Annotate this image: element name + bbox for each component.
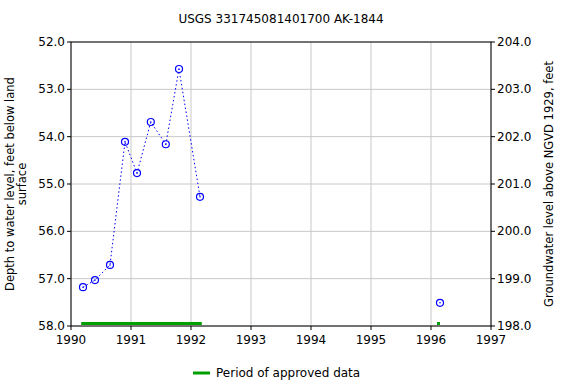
data-point xyxy=(176,65,183,72)
y2-tick xyxy=(491,184,495,185)
y-tick xyxy=(67,184,71,185)
x-tick-label: 1992 xyxy=(176,333,207,347)
y-tick xyxy=(67,89,71,90)
data-point xyxy=(80,284,87,291)
title: USGS 331745081401700 AK-1844 xyxy=(178,12,383,26)
legend-swatch xyxy=(193,372,210,375)
y2-tick xyxy=(491,326,495,327)
plot-area xyxy=(80,65,444,325)
grid-line xyxy=(71,278,491,279)
data-point xyxy=(437,299,444,306)
marker-dot xyxy=(178,68,180,70)
data-point xyxy=(197,193,204,200)
data-point xyxy=(122,138,129,145)
marker xyxy=(80,284,87,291)
y-tick xyxy=(67,278,71,279)
x-tick xyxy=(371,326,372,330)
x-tick xyxy=(251,326,252,330)
approved-period xyxy=(81,322,202,325)
marker-dot xyxy=(439,302,441,304)
plot-frame xyxy=(71,42,491,326)
grid-line xyxy=(71,231,491,232)
y-tick-label: 55.0 xyxy=(38,177,65,191)
y2-tick xyxy=(491,89,495,90)
marker xyxy=(107,261,114,268)
y-tick-label: 53.0 xyxy=(38,82,65,96)
y2-axis-label: Groundwater level above NGVD 1929, feet xyxy=(542,61,556,307)
y2-tick-label: 199.0 xyxy=(497,272,531,286)
x-tick-label: 1997 xyxy=(476,333,507,347)
y2-tick-label: 201.0 xyxy=(497,177,531,191)
y2-tick-label: 202.0 xyxy=(497,130,531,144)
data-point xyxy=(107,261,114,268)
marker xyxy=(197,193,204,200)
x-tick-label: 1994 xyxy=(296,333,327,347)
background xyxy=(0,0,576,384)
marker xyxy=(122,138,129,145)
x-tick xyxy=(191,326,192,330)
y-tick-label: 54.0 xyxy=(38,130,65,144)
data-point xyxy=(162,141,169,148)
y2-tick xyxy=(491,278,495,279)
x-tick xyxy=(311,326,312,330)
legend-label: Period of approved data xyxy=(216,366,360,380)
data-point xyxy=(147,118,154,125)
marker xyxy=(176,65,183,72)
data-point xyxy=(92,277,99,284)
marker-dot xyxy=(124,141,126,143)
marker-dot xyxy=(150,121,152,123)
marker-dot xyxy=(165,143,167,145)
y-tick-label: 58.0 xyxy=(38,319,65,333)
x-tick xyxy=(491,326,492,330)
y-tick xyxy=(67,326,71,327)
y2-tick-label: 204.0 xyxy=(497,35,531,49)
marker-dot xyxy=(109,264,111,266)
series-line xyxy=(83,69,200,287)
y2-tick-label: 200.0 xyxy=(497,224,531,238)
x-tick xyxy=(71,326,72,330)
y2-tick xyxy=(491,42,495,43)
x-tick-label: 1995 xyxy=(356,333,387,347)
marker-dot xyxy=(199,196,201,198)
x-tick xyxy=(431,326,432,330)
y-tick-label: 56.0 xyxy=(38,224,65,238)
y-tick-label: 57.0 xyxy=(38,272,65,286)
y2-tick-label: 203.0 xyxy=(497,82,531,96)
grid-line xyxy=(71,184,491,185)
marker xyxy=(134,170,141,177)
y-tick xyxy=(67,231,71,232)
x-tick-label: 1993 xyxy=(236,333,267,347)
x-tick-label: 1991 xyxy=(116,333,147,347)
marker-dot xyxy=(94,279,96,281)
x-tick xyxy=(131,326,132,330)
y2-tick xyxy=(491,231,495,232)
marker xyxy=(162,141,169,148)
y2-tick xyxy=(491,136,495,137)
x-tick-label: 1990 xyxy=(56,333,87,347)
y-axis-label: surface xyxy=(15,163,29,206)
data-point xyxy=(134,170,141,177)
y-tick xyxy=(67,42,71,43)
marker xyxy=(92,277,99,284)
marker xyxy=(437,299,444,306)
x-tick-label: 1996 xyxy=(416,333,447,347)
grid-line xyxy=(71,136,491,137)
y-tick xyxy=(67,136,71,137)
marker-dot xyxy=(136,172,138,174)
marker xyxy=(147,118,154,125)
y2-tick-label: 198.0 xyxy=(497,319,531,333)
y-tick-label: 52.0 xyxy=(38,35,65,49)
approved-period xyxy=(437,322,440,325)
marker-dot xyxy=(82,286,84,288)
grid-line xyxy=(71,89,491,90)
